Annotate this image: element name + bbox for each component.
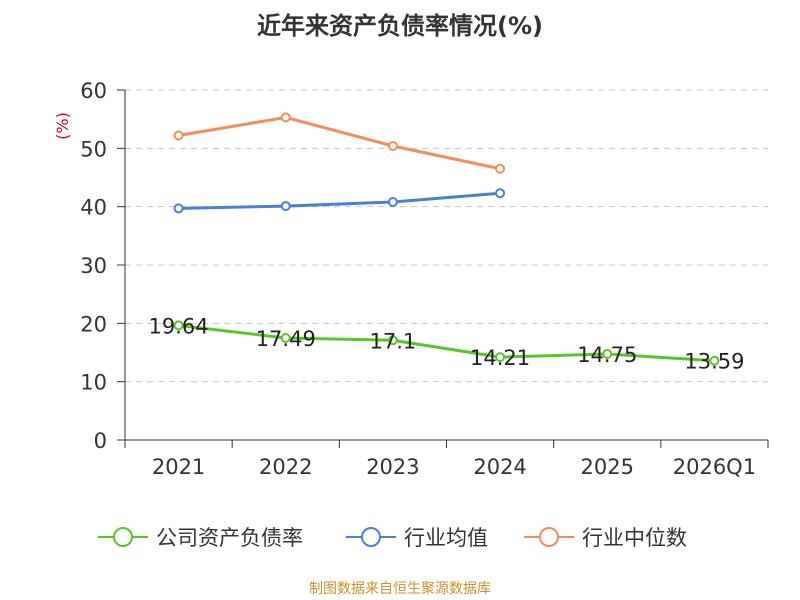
legend-label: 行业中位数 — [582, 526, 687, 550]
legend-line-marker-icon — [346, 527, 396, 547]
data-point — [495, 352, 506, 363]
y-tick-label: 10 — [80, 371, 107, 395]
x-tick-label: 2023 — [366, 455, 419, 479]
series-line — [178, 115, 501, 171]
legend-item-company[interactable]: 公司资产负债率 — [98, 522, 303, 552]
x-tick-label: 2022 — [259, 455, 312, 479]
data-point — [602, 348, 613, 359]
y-tick-label: 50 — [80, 137, 107, 161]
legend-line-marker-icon — [98, 527, 148, 547]
y-tick-label: 0 — [94, 429, 107, 453]
y-tick-label: 20 — [80, 312, 107, 336]
x-tick-label: 2021 — [152, 455, 205, 479]
data-label: 17.49 — [256, 327, 316, 351]
series-line — [178, 191, 501, 210]
data-point — [387, 141, 398, 151]
legend-line-marker-icon — [524, 527, 574, 547]
y-tick-label: 30 — [80, 254, 107, 278]
data-point — [173, 320, 184, 331]
series-line — [178, 323, 715, 363]
data-point — [280, 201, 291, 212]
data-point — [387, 335, 398, 346]
data-point — [709, 355, 720, 366]
legend-label: 公司资产负债率 — [156, 526, 303, 550]
data-point — [495, 163, 506, 174]
data-label: 13.59 — [684, 350, 744, 374]
chart-legend: 公司资产负债率 行业均值 行业中位数 — [0, 522, 800, 552]
legend-item-industry-median[interactable]: 行业中位数 — [524, 522, 687, 552]
source-note: 制图数据来自恒生聚源数据库 — [309, 581, 491, 597]
y-tick-label: 60 — [80, 79, 107, 103]
data-label: 14.75 — [577, 343, 637, 367]
chart-title: 近年来资产负债率情况(%) — [257, 12, 543, 40]
data-point — [173, 130, 184, 141]
x-tick-label: 2026Q1 — [673, 455, 756, 479]
y-axis-label: (%) — [53, 112, 72, 140]
data-label: 19.64 — [149, 314, 209, 338]
data-label: 17.1 — [370, 329, 417, 353]
data-point — [173, 203, 184, 214]
legend-label: 行业均值 — [404, 526, 488, 550]
data-point — [280, 332, 291, 343]
x-tick-label: 2024 — [473, 455, 526, 479]
data-label: 14.21 — [470, 346, 530, 370]
legend-item-industry-mean[interactable]: 行业均值 — [346, 522, 488, 552]
data-point — [387, 197, 398, 207]
x-tick-label: 2025 — [581, 455, 634, 479]
data-point — [495, 188, 506, 199]
data-point — [280, 112, 291, 123]
y-tick-label: 40 — [80, 196, 107, 220]
